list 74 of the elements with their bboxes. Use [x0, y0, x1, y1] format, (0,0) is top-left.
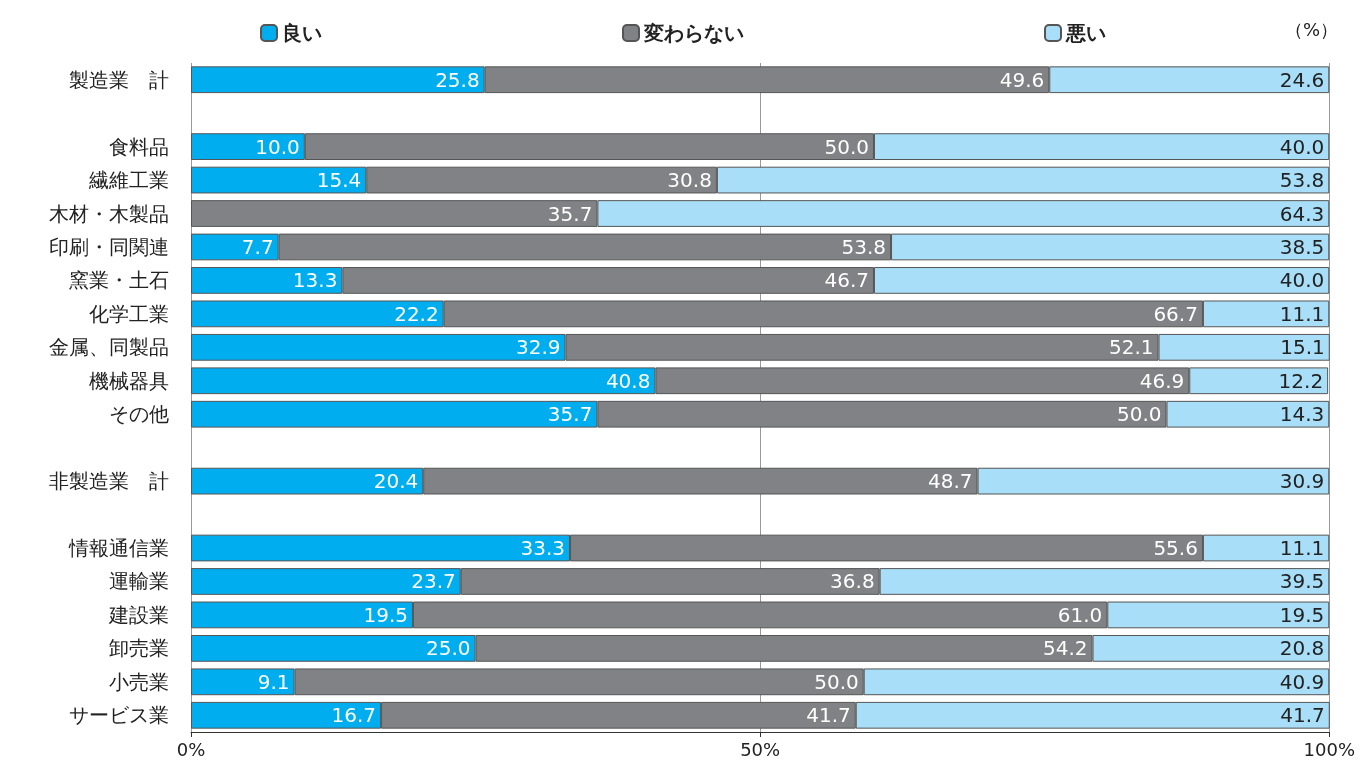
- data-label: 11.1: [1279, 536, 1325, 561]
- legend-label: 悪い: [1065, 21, 1106, 45]
- data-label: 32.9: [515, 335, 561, 360]
- data-label: 41.7: [1280, 703, 1325, 728]
- data-label: 48.7: [928, 469, 973, 494]
- data-label: 25.8: [435, 67, 480, 92]
- data-label: 64.3: [1279, 201, 1325, 226]
- y-tick-label: 運輸業: [109, 569, 169, 594]
- data-label: 22.2: [394, 301, 439, 326]
- x-tick-label: 50%: [740, 738, 781, 760]
- data-label: 35.7: [547, 402, 593, 427]
- data-label: 30.8: [667, 168, 712, 193]
- data-label: 20.4: [373, 469, 419, 494]
- data-label: 40.8: [605, 368, 651, 393]
- data-label: 53.8: [1279, 168, 1325, 193]
- data-label: 66.7: [1153, 301, 1198, 326]
- data-label: 30.9: [1279, 469, 1325, 494]
- text: （%）: [1284, 18, 1339, 40]
- data-label: 46.9: [1139, 368, 1185, 393]
- y-tick-label: 小売業: [109, 669, 169, 694]
- y-tick-label: 製造業 計: [69, 67, 169, 92]
- data-label: 39.5: [1279, 569, 1325, 594]
- data-label: 33.3: [520, 536, 566, 561]
- data-label: 40.0: [1279, 268, 1325, 293]
- data-label: 13.3: [292, 268, 338, 293]
- data-label: 19.5: [363, 602, 408, 627]
- data-label: 36.8: [830, 569, 875, 594]
- data-label: 53.8: [841, 234, 887, 259]
- data-label: 54.2: [1042, 636, 1088, 661]
- data-label: 11.1: [1279, 301, 1325, 326]
- data-label: 19.5: [1279, 602, 1325, 627]
- data-label: 38.5: [1279, 234, 1325, 259]
- legend-label: 良い: [282, 21, 322, 45]
- data-label: 49.6: [999, 67, 1045, 92]
- data-label: 15.4: [316, 168, 362, 193]
- y-tick-label: 木材・木製品: [49, 201, 169, 226]
- data-label: 24.6: [1279, 67, 1325, 92]
- y-tick-label: 金属、同製品: [49, 335, 169, 360]
- y-tick-label: サービス業: [69, 703, 169, 728]
- data-label: 50.0: [1116, 402, 1162, 427]
- y-tick-label: 機械器具: [89, 368, 169, 393]
- data-label: 12.2: [1278, 368, 1324, 393]
- y-tick-label: 化学工業: [89, 301, 169, 326]
- data-label: 10.0: [255, 134, 300, 159]
- data-label: 7.7: [241, 234, 274, 259]
- y-tick-label: 印刷・同関連: [49, 234, 169, 259]
- data-label: 50.0: [814, 669, 859, 694]
- y-tick-label: 建設業: [108, 602, 169, 627]
- y-tick-label: 情報通信業: [68, 536, 169, 561]
- data-label: 9.1: [257, 669, 290, 694]
- data-label: 40.9: [1279, 669, 1325, 694]
- data-label: 52.1: [1109, 335, 1154, 360]
- y-tick-label: 食料品: [109, 134, 169, 159]
- data-label: 40.0: [1279, 134, 1325, 159]
- data-label: 14.3: [1279, 402, 1325, 427]
- y-tick-label: 繊維工業: [88, 168, 169, 193]
- y-tick-label: 卸売業: [109, 636, 169, 661]
- data-label: 25.0: [426, 636, 471, 661]
- data-label: 35.7: [547, 201, 593, 226]
- y-tick-label: その他: [109, 402, 169, 427]
- data-label: 16.7: [331, 703, 377, 728]
- data-label: 15.1: [1280, 335, 1325, 360]
- data-label: 41.7: [806, 703, 851, 728]
- y-tick-label: 窯業・土石: [69, 268, 169, 293]
- data-label: 20.8: [1279, 636, 1325, 661]
- y-tick-label: 非製造業 計: [49, 469, 169, 494]
- x-tick-label: 100%: [1303, 738, 1355, 760]
- data-label: 55.6: [1153, 536, 1198, 561]
- legend-label: 変わらない: [643, 21, 744, 45]
- data-label: 50.0: [824, 134, 869, 159]
- data-label: 23.7: [411, 569, 456, 594]
- data-label: 61.0: [1057, 602, 1103, 627]
- data-label: 46.7: [824, 268, 869, 293]
- x-tick-label: 0%: [176, 738, 206, 760]
